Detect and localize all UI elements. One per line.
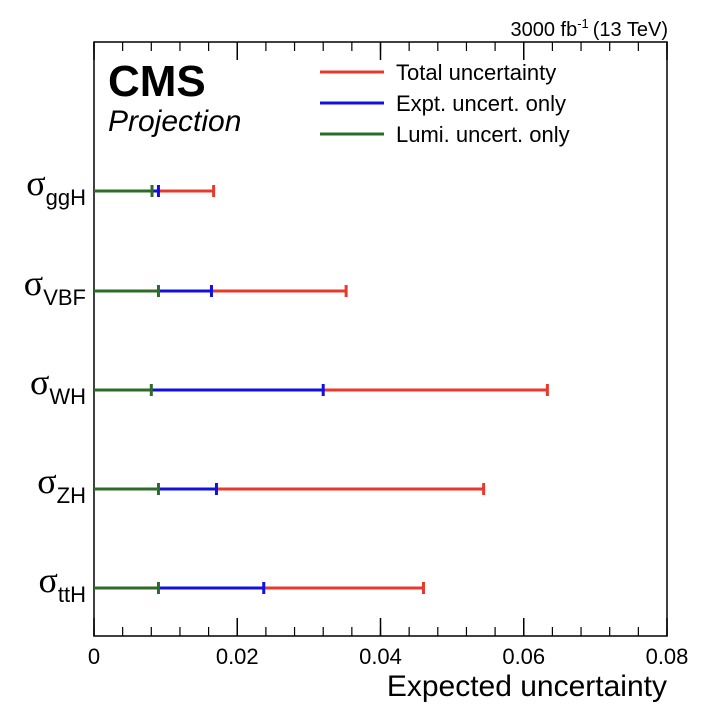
legend-label: Lumi. uncert. only — [396, 122, 570, 147]
y-tick-label: σggH — [26, 163, 86, 210]
y-tick-subscript: ZH — [57, 483, 86, 508]
legend-label: Expt. uncert. only — [396, 91, 566, 116]
y-tick-subscript: VBF — [43, 285, 86, 310]
lumi-energy: (13 TeV) — [593, 19, 668, 41]
y-tick-subscript: ttH — [58, 582, 86, 607]
legend: Total uncertainty Expt. uncert. only Lumi.… — [320, 60, 570, 147]
x-axis: 0 0.02 0.04 0.06 0.08 — [88, 42, 689, 669]
cms-label: CMS — [108, 57, 206, 106]
y-tick-symbol: σ — [24, 263, 43, 303]
x-tick-label: 0.02 — [216, 644, 259, 669]
x-tick-label: 0 — [88, 644, 100, 669]
lumi-superscript: -1 — [577, 16, 589, 31]
y-tick-symbol: σ — [38, 560, 57, 600]
y-tick-symbol: σ — [37, 461, 56, 501]
y-tick-label: σttH — [38, 560, 86, 607]
y-tick-label: σWH — [30, 362, 86, 409]
projection-label: Projection — [108, 105, 241, 138]
y-tick-symbol: σ — [30, 362, 49, 402]
y-tick-subscript: WH — [49, 384, 86, 409]
y-tick-label: σVBF — [24, 263, 86, 310]
y-tick-symbol: σ — [26, 163, 45, 203]
error-bars — [94, 185, 549, 594]
y-tick-subscript: ggH — [46, 185, 86, 210]
x-tick-label: 0.06 — [502, 644, 545, 669]
x-axis-label: Expected uncertainty — [387, 670, 667, 703]
legend-label: Total uncertainty — [396, 60, 556, 85]
x-tick-label: 0.08 — [646, 644, 689, 669]
x-tick-label: 0.04 — [359, 644, 402, 669]
y-tick-label: σZH — [37, 461, 86, 508]
lumi-value: 3000 fb — [510, 19, 577, 41]
lumi-label: 3000 fb-1 (13 TeV) — [510, 16, 668, 41]
svg-text:3000 fb-1(13 TeV): 3000 fb-1 (13 TeV) — [510, 16, 668, 41]
